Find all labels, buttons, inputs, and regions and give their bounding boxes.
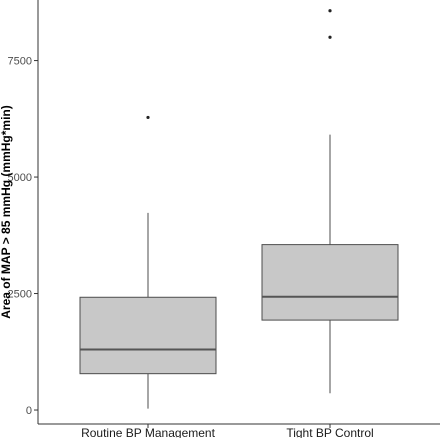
plot-marks bbox=[79, 9, 399, 409]
y-axis-ticks: 0 2500 5000 7500 bbox=[8, 56, 38, 417]
box-group bbox=[79, 115, 217, 409]
iqr-box bbox=[261, 244, 399, 321]
x-tick-label: Tight BP Control bbox=[286, 426, 373, 438]
outlier-point bbox=[328, 35, 332, 39]
y-axis-title: Area of MAP > 85 mmHg (mmHg*min) bbox=[0, 105, 13, 319]
y-tick-label: 0 bbox=[26, 405, 32, 417]
x-axis-labels: Routine BP Management Tight BP Control bbox=[81, 424, 374, 438]
y-tick-label: 5000 bbox=[8, 172, 32, 184]
box-group bbox=[261, 9, 399, 394]
outlier-point bbox=[328, 9, 332, 13]
y-tick-label: 7500 bbox=[8, 56, 32, 68]
x-tick-label: Routine BP Management bbox=[81, 426, 216, 438]
outlier-point bbox=[146, 115, 150, 120]
y-tick-label: 2500 bbox=[8, 289, 32, 301]
iqr-box bbox=[79, 296, 217, 375]
